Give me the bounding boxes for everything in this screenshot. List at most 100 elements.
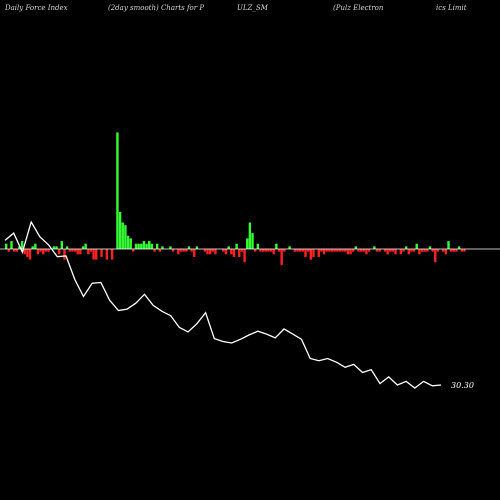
force-bar-negative	[283, 249, 286, 252]
force-bar-negative	[110, 249, 114, 260]
force-bar-negative	[240, 249, 244, 252]
force-bar-negative	[193, 249, 196, 257]
force-bar-positive	[52, 246, 56, 249]
force-bar-negative	[399, 249, 403, 255]
force-bar-negative	[304, 249, 307, 257]
force-bar-negative	[39, 249, 42, 252]
force-bar-negative	[269, 249, 273, 252]
force-bar-negative	[359, 249, 363, 252]
force-bar-negative	[293, 249, 297, 252]
force-bar-negative	[317, 249, 320, 257]
force-bar-positive	[251, 233, 254, 249]
force-bar-negative	[306, 249, 310, 252]
force-bar-negative	[365, 249, 368, 255]
force-bar-negative	[402, 249, 405, 252]
force-bar-positive	[65, 246, 69, 249]
force-bar-negative	[47, 249, 50, 252]
force-bar-negative	[325, 249, 328, 252]
force-bar-positive	[142, 241, 146, 249]
force-bar-negative	[89, 249, 93, 252]
force-bar-negative	[299, 249, 302, 252]
force-bar-negative	[171, 249, 175, 252]
force-bar-negative	[375, 249, 379, 252]
force-index-bars	[5, 132, 466, 265]
header-company-segment: (Pulz Electron	[333, 4, 384, 12]
force-bar-negative	[418, 249, 421, 255]
force-bar-negative	[63, 249, 66, 260]
force-bar-negative	[322, 249, 326, 255]
force-bar-negative	[71, 249, 74, 252]
force-bar-negative	[68, 249, 71, 252]
force-bar-negative	[132, 249, 135, 252]
force-bar-negative	[412, 249, 416, 252]
force-bar-negative	[309, 249, 312, 260]
force-bar-positive	[60, 241, 64, 249]
force-bar-negative	[92, 249, 95, 260]
force-bar-positive	[31, 246, 34, 249]
force-bar-negative	[391, 249, 395, 252]
force-bar-negative	[73, 249, 77, 252]
force-bar-negative	[452, 249, 456, 252]
force-bar-positive	[354, 246, 358, 249]
force-bar-positive	[10, 241, 13, 249]
force-bar-negative	[328, 249, 331, 252]
force-bar-positive	[145, 243, 148, 249]
force-bar-negative	[179, 249, 183, 252]
force-bar-negative	[320, 249, 323, 252]
force-bar-positive	[121, 222, 124, 249]
header-subtitle-segment: (2day smooth) Charts for P	[108, 4, 205, 12]
force-bar-negative	[23, 249, 26, 255]
force-bar-negative	[463, 249, 466, 252]
force-bar-negative	[423, 249, 426, 252]
force-bar-positive	[118, 211, 122, 249]
force-bar-negative	[407, 249, 410, 255]
force-bar-negative	[76, 249, 79, 255]
force-bar-negative	[383, 249, 387, 252]
force-bar-negative	[95, 249, 98, 260]
force-bar-negative	[351, 249, 355, 252]
force-bar-positive	[404, 246, 408, 249]
force-bar-negative	[100, 249, 103, 257]
force-bar-positive	[373, 246, 376, 249]
force-bar-negative	[153, 249, 156, 252]
force-bar-negative	[208, 249, 212, 255]
force-bar-positive	[227, 246, 230, 249]
price-line	[4, 220, 442, 389]
force-bar-negative	[158, 249, 162, 252]
force-bar-negative	[203, 249, 207, 252]
force-bar-negative	[357, 249, 360, 252]
force-bar-positive	[126, 235, 130, 249]
force-bar-negative	[333, 249, 336, 252]
force-bar-negative	[426, 249, 429, 252]
force-bar-negative	[455, 249, 458, 252]
force-bar-negative	[44, 249, 48, 252]
force-bar-negative	[177, 249, 180, 255]
force-bar-positive	[148, 241, 151, 249]
header-title-segment: Daily Force Index	[5, 4, 68, 12]
force-bar-negative	[238, 249, 241, 257]
force-bar-positive	[288, 246, 291, 249]
force-bar-negative	[7, 249, 11, 252]
force-bar-positive	[248, 222, 252, 249]
force-bar-negative	[185, 249, 188, 252]
force-bar-negative	[224, 249, 228, 255]
force-bar-negative	[206, 249, 209, 255]
force-bar-negative	[105, 249, 109, 260]
header-symbol-segment: ULZ_SM	[237, 4, 268, 12]
force-bar-positive	[161, 246, 164, 249]
force-bar-negative	[341, 249, 344, 252]
force-bar-negative	[79, 249, 82, 255]
force-bar-negative	[312, 249, 315, 257]
force-bar-positive	[81, 246, 85, 249]
force-bar-positive	[84, 243, 87, 249]
force-bar-negative	[420, 249, 424, 252]
force-bar-negative	[449, 249, 453, 252]
force-bar-negative	[28, 249, 32, 260]
force-bar-positive	[134, 243, 138, 249]
force-bar-positive	[137, 243, 140, 249]
force-bar-negative	[42, 249, 45, 255]
last-price-label: 30.30	[451, 381, 474, 390]
force-bar-positive	[195, 246, 199, 249]
force-bar-negative	[389, 249, 392, 252]
